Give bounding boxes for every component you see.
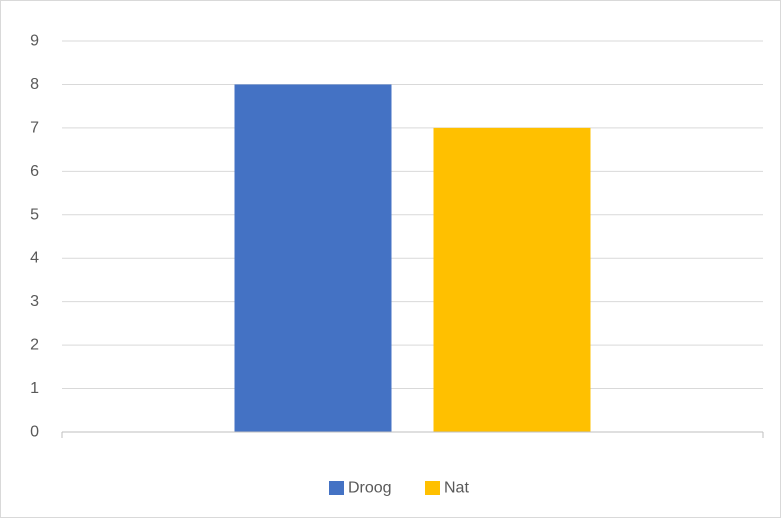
y-tick-label-6: 6 (30, 163, 39, 180)
bar-droog (234, 84, 392, 432)
legend-label-droog: Droog (348, 480, 392, 497)
y-tick-label-0: 0 (30, 424, 39, 441)
y-tick-label-4: 4 (30, 250, 39, 267)
bar-nat (433, 127, 591, 432)
y-tick-label-2: 2 (30, 337, 39, 354)
gridlines (62, 40, 763, 390)
y-tick-label-5: 5 (30, 206, 39, 223)
y-axis-tick-labels: 0 1 2 3 4 5 6 7 8 9 (30, 33, 39, 441)
y-tick-label-1: 1 (30, 380, 39, 397)
x-axis (61, 431, 764, 438)
legend: Droog Nat (329, 480, 469, 497)
legend-label-nat: Nat (444, 480, 469, 497)
y-tick-label-7: 7 (30, 119, 39, 136)
bars (234, 84, 591, 432)
legend-swatch-nat (425, 481, 440, 495)
y-tick-label-8: 8 (30, 76, 39, 93)
y-tick-label-3: 3 (30, 293, 39, 310)
legend-swatch-droog (329, 481, 344, 495)
y-tick-label-9: 9 (30, 33, 39, 50)
